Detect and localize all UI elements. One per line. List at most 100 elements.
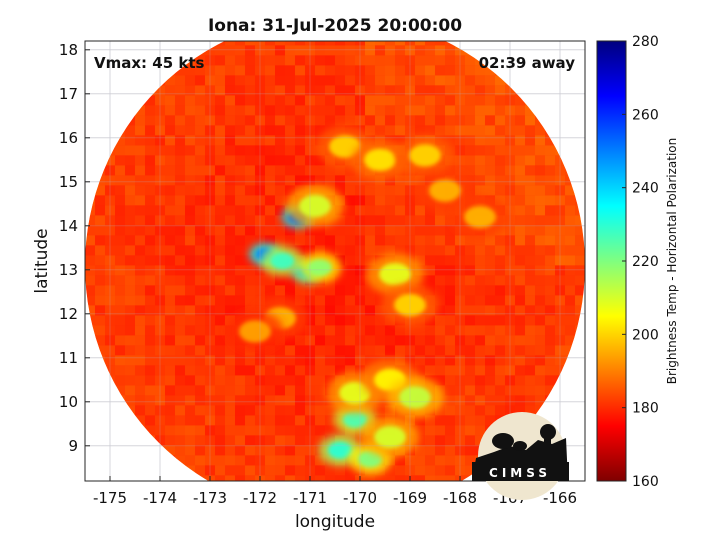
swath-pixel <box>465 445 475 456</box>
swath-pixel <box>165 185 175 196</box>
swath-pixel <box>175 115 185 126</box>
swath-pixel <box>255 385 265 396</box>
swath-pixel <box>435 275 445 286</box>
swath-pixel <box>205 275 215 286</box>
swath-pixel <box>345 175 355 186</box>
swath-pixel <box>295 55 305 66</box>
swath-pixel <box>415 85 425 96</box>
swath-pixel <box>305 41 315 46</box>
swath-pixel <box>265 355 275 366</box>
swath-pixel <box>535 165 545 176</box>
swath-pixel <box>165 385 175 396</box>
swath-pixel <box>235 275 245 286</box>
swath-pixel <box>495 105 505 116</box>
swath-pixel <box>195 195 205 206</box>
swath-pixel <box>435 315 445 326</box>
swath-pixel <box>355 75 365 86</box>
swath-pixel <box>105 365 115 376</box>
swath-pixel <box>455 95 465 106</box>
swath-pixel <box>295 415 305 426</box>
swath-pixel <box>505 165 515 176</box>
swath-pixel <box>475 265 485 276</box>
swath-pixel <box>405 105 415 116</box>
swath-pixel <box>215 75 225 86</box>
swath-pixel <box>435 235 445 246</box>
swath-pixel <box>245 195 255 206</box>
swath-pixel <box>285 455 295 466</box>
swath-pixel <box>295 165 305 176</box>
swath-pixel <box>215 95 225 106</box>
swath-pixel <box>355 335 365 346</box>
swath-pixel <box>305 375 315 386</box>
swath-pixel <box>545 135 555 146</box>
swath-pixel <box>355 95 365 106</box>
swath-pixel <box>345 315 355 326</box>
swath-pixel <box>135 315 145 326</box>
swath-pixel <box>185 425 195 436</box>
swath-pixel <box>135 205 145 216</box>
swath-pixel <box>465 145 475 156</box>
swath-pixel <box>305 85 315 96</box>
swath-pixel <box>485 185 495 196</box>
swath-pixel <box>395 115 405 126</box>
swath-pixel <box>235 85 245 96</box>
swath-pixel <box>435 435 445 446</box>
swath-pixel <box>495 155 505 166</box>
swath-pixel <box>535 205 545 216</box>
swath-pixel <box>315 45 325 56</box>
swath-pixel <box>225 115 235 126</box>
y-tick-label: 9 <box>68 437 78 455</box>
swath-pixel <box>95 345 105 356</box>
swath-pixel <box>285 55 295 66</box>
swath-pixel <box>535 265 545 276</box>
swath-pixel <box>205 425 215 436</box>
swath-pixel <box>325 465 335 476</box>
swath-pixel <box>405 325 415 336</box>
swath-pixel <box>255 135 265 146</box>
swath-pixel <box>405 235 415 246</box>
swath-pixel <box>435 105 445 116</box>
swath-pixel <box>195 295 205 306</box>
swath-pixel <box>545 365 555 376</box>
swath-pixel <box>205 95 215 106</box>
swath-pixel <box>505 125 515 136</box>
swath-pixel <box>545 215 555 226</box>
swath-pixel <box>485 325 495 336</box>
swath-pixel <box>165 265 175 276</box>
swath-pixel <box>475 165 485 176</box>
swath-pixel <box>285 385 295 396</box>
swath-pixel <box>355 285 365 296</box>
swath-pixel <box>505 95 515 106</box>
swath-pixel <box>385 235 395 246</box>
swath-pixel <box>475 85 485 96</box>
convective-feature <box>339 381 371 405</box>
swath-pixel <box>265 225 275 236</box>
swath-pixel <box>315 425 325 436</box>
swath-pixel <box>445 425 455 436</box>
swath-pixel <box>165 235 175 246</box>
swath-pixel <box>345 215 355 226</box>
swath-pixel <box>155 145 165 156</box>
swath-pixel <box>535 145 545 156</box>
swath-pixel <box>285 95 295 106</box>
swath-pixel <box>165 175 175 186</box>
swath-pixel <box>165 415 175 426</box>
swath-pixel <box>185 375 195 386</box>
swath-pixel <box>305 55 315 66</box>
swath-pixel <box>145 95 155 106</box>
swath-pixel <box>435 465 445 476</box>
swath-pixel <box>145 205 155 216</box>
swath-pixel <box>245 255 255 266</box>
swath-pixel <box>175 405 185 416</box>
swath-pixel <box>135 155 145 166</box>
swath-pixel <box>85 295 95 306</box>
swath-pixel <box>175 85 185 96</box>
swath-pixel <box>215 65 225 76</box>
swath-pixel <box>145 175 155 186</box>
swath-pixel <box>345 235 355 246</box>
swath-pixel <box>535 275 545 286</box>
swath-pixel <box>545 265 555 276</box>
swath-pixel <box>255 75 265 86</box>
swath-pixel <box>375 115 385 126</box>
swath-pixel <box>285 475 295 481</box>
